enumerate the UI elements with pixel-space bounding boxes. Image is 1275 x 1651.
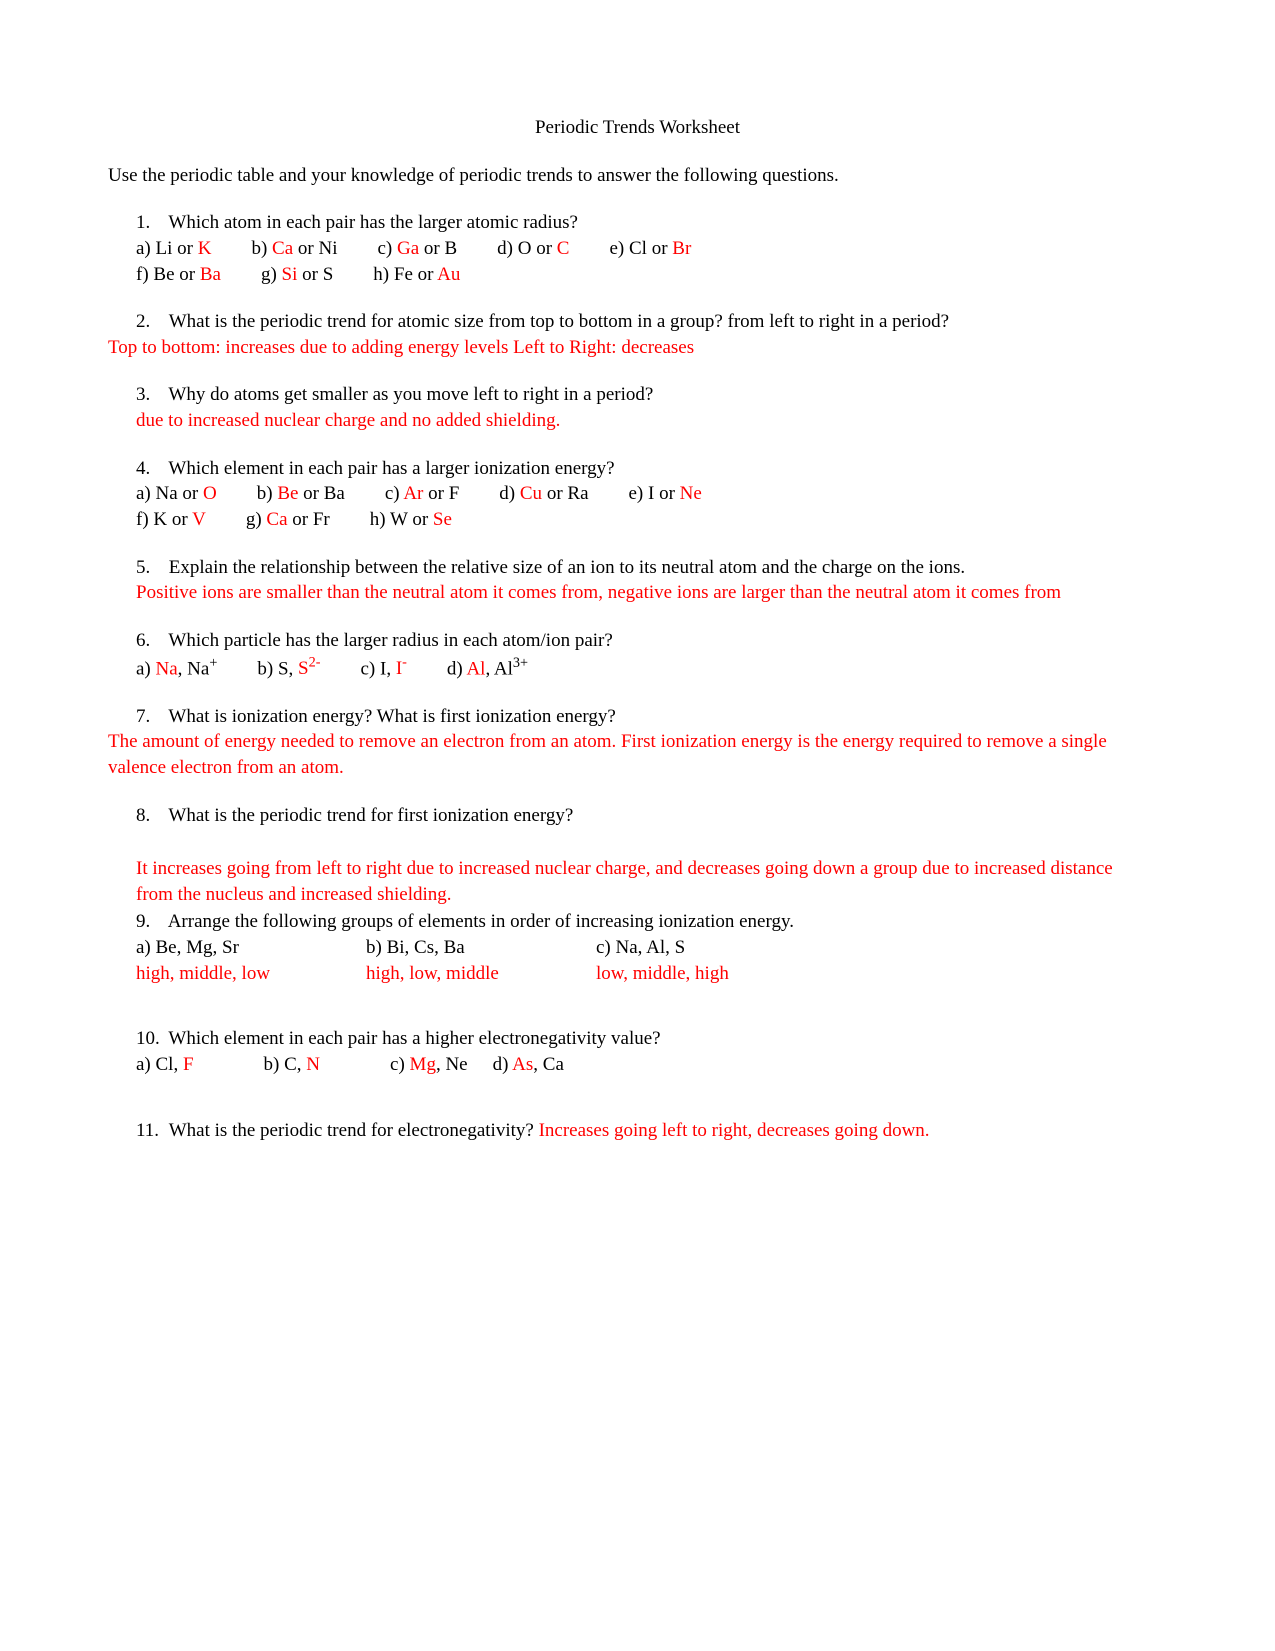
q9-a: a) Be, Mg, Sr: [136, 935, 366, 961]
question-3: 3. Why do atoms get smaller as you move …: [108, 382, 1167, 433]
q1-number: 1.: [136, 210, 164, 236]
q4-choice-h: h) W or Se: [370, 507, 492, 533]
q6-choice-d: d) Al, Al3+: [447, 654, 568, 682]
question-4: 4. Which element in each pair has a larg…: [108, 456, 1167, 533]
q9-a-ans: high, middle, low: [136, 961, 366, 987]
q9-c-ans: low, middle, high: [596, 961, 729, 987]
q11-body: What is the periodic trend for electrone…: [169, 1118, 1129, 1144]
q1-choice-e: e) Cl or Br: [609, 236, 731, 262]
q2-answer: Top to bottom: increases due to adding e…: [108, 335, 1167, 361]
q1-choices-row2: f) Be or Ba g) Si or S h) Fe or Au: [136, 262, 1167, 288]
q2-text: What is the periodic trend for atomic si…: [169, 309, 1129, 335]
q9-text: Arrange the following groups of elements…: [168, 911, 794, 932]
q3-text: Why do atoms get smaller as you move lef…: [168, 384, 653, 405]
q10-choice-c: c) Mg, Ne: [390, 1052, 493, 1078]
q6-choice-a: a) Na, Na+: [136, 654, 257, 682]
q5-answer: Positive ions are smaller than the neutr…: [136, 580, 1096, 606]
q1-choice-d: d) O or C: [497, 236, 609, 262]
q9-number: 9.: [136, 909, 164, 935]
q1-choice-a: a) Li or K: [136, 236, 251, 262]
q6-choice-c: c) I, I-: [360, 654, 446, 682]
question-2: 2. What is the periodic trend for atomic…: [108, 309, 1167, 360]
q11-answer: Increases going left to right, decreases…: [539, 1120, 930, 1141]
q9-c: c) Na, Al, S: [596, 935, 685, 961]
q9-groups: a) Be, Mg, Sr b) Bi, Cs, Ba c) Na, Al, S: [136, 935, 1167, 961]
q4-number: 4.: [136, 456, 164, 482]
q3-number: 3.: [136, 382, 164, 408]
q10-choice-b: b) C, N: [264, 1052, 390, 1078]
q4-choice-f: f) K or V: [136, 507, 246, 533]
q1-choices-row1: a) Li or K b) Ca or Ni c) Ga or B d) O o…: [136, 236, 1167, 262]
q5-text: Explain the relationship between the rel…: [169, 555, 1129, 581]
q4-choice-b: b) Be or Ba: [257, 481, 385, 507]
q1-text: Which atom in each pair has the larger a…: [168, 212, 578, 233]
q8-answer: It increases going from left to right du…: [136, 856, 1126, 907]
q10-choice-d: d) As, Ca: [493, 1052, 604, 1078]
q11-number: 11.: [136, 1118, 164, 1144]
intro-text: Use the periodic table and your knowledg…: [108, 163, 1167, 189]
q1-choice-c: c) Ga or B: [377, 236, 497, 262]
q7-answer: The amount of energy needed to remove an…: [108, 729, 1167, 780]
q1-choice-f: f) Be or Ba: [136, 262, 261, 288]
q4-choice-e: e) I or Ne: [629, 481, 742, 507]
q6-number: 6.: [136, 628, 164, 654]
q1-choice-h: h) Fe or Au: [373, 262, 500, 288]
q2-number: 2.: [136, 309, 164, 335]
question-5: 5. Explain the relationship between the …: [108, 555, 1167, 606]
q11-text: What is the periodic trend for electrone…: [169, 1120, 539, 1141]
q10-number: 10.: [136, 1026, 164, 1052]
q4-choices-row2: f) K or V g) Ca or Fr h) W or Se: [136, 507, 1167, 533]
question-8: 8. What is the periodic trend for first …: [108, 803, 1167, 829]
q5-number: 5.: [136, 555, 164, 581]
question-1: 1. Which atom in each pair has the large…: [108, 210, 1167, 287]
q9-b: b) Bi, Cs, Ba: [366, 935, 596, 961]
q4-choice-a: a) Na or O: [136, 481, 257, 507]
q4-text: Which element in each pair has a larger …: [168, 458, 614, 479]
q4-choice-g: g) Ca or Fr: [246, 507, 370, 533]
worksheet-title: Periodic Trends Worksheet: [108, 115, 1167, 141]
question-9: 9. Arrange the following groups of eleme…: [108, 909, 1167, 986]
q6-choice-b: b) S, S2-: [257, 654, 360, 682]
question-10: 10. Which element in each pair has a hig…: [108, 1026, 1167, 1077]
q8-number: 8.: [136, 803, 164, 829]
q4-choice-c: c) Ar or F: [385, 481, 499, 507]
question-11: 11. What is the periodic trend for elect…: [108, 1118, 1167, 1144]
q7-number: 7.: [136, 704, 164, 730]
question-7: 7. What is ionization energy? What is fi…: [108, 704, 1167, 781]
q10-choice-a: a) Cl, F: [136, 1052, 264, 1078]
q6-text: Which particle has the larger radius in …: [168, 630, 612, 651]
question-6: 6. Which particle has the larger radius …: [108, 628, 1167, 682]
q9-answers: high, middle, low high, low, middle low,…: [136, 961, 1167, 987]
q10-text: Which element in each pair has a higher …: [168, 1028, 660, 1049]
q1-choice-b: b) Ca or Ni: [251, 236, 377, 262]
q8-text: What is the periodic trend for first ion…: [168, 805, 573, 826]
q6-choices: a) Na, Na+ b) S, S2- c) I, I- d) Al, Al3…: [136, 654, 1167, 682]
q4-choice-d: d) Cu or Ra: [499, 481, 628, 507]
q1-choice-g: g) Si or S: [261, 262, 373, 288]
q7-text: What is ionization energy? What is first…: [168, 706, 615, 727]
q3-answer: due to increased nuclear charge and no a…: [136, 408, 1167, 434]
q9-b-ans: high, low, middle: [366, 961, 596, 987]
q10-choices: a) Cl, F b) C, N c) Mg, Ne d) As, Ca: [136, 1052, 1167, 1078]
worksheet-page: Periodic Trends Worksheet Use the period…: [0, 0, 1275, 1225]
q4-choices-row1: a) Na or O b) Be or Ba c) Ar or F d) Cu …: [136, 481, 1167, 507]
